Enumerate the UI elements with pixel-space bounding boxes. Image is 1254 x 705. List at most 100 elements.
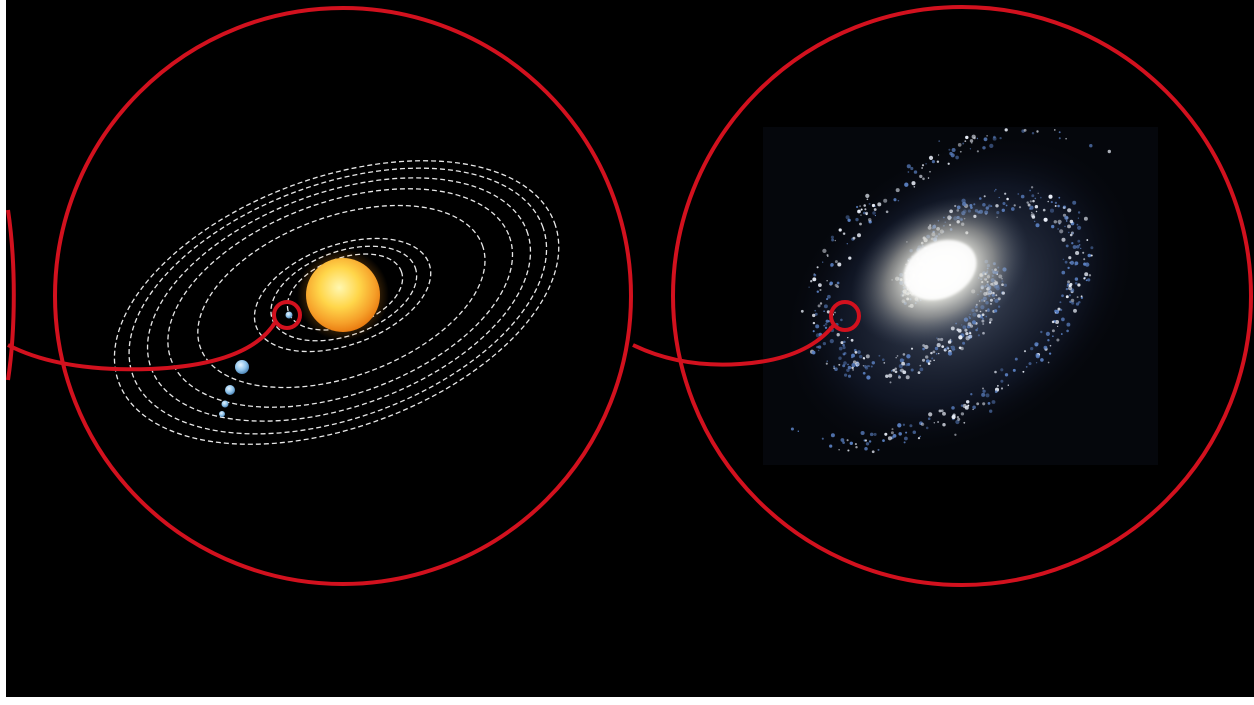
galaxy-star [983,137,988,142]
galaxy-star [982,402,986,406]
galaxy-star [851,353,855,358]
galaxy-star [913,170,918,174]
galaxy-star [962,142,965,145]
galaxy-star [843,353,846,356]
galaxy-star [947,162,950,165]
galaxy-star [1077,239,1081,243]
galaxy-star [898,364,903,369]
galaxy-star [865,442,870,446]
galaxy-star [1034,197,1037,200]
galaxy-star [843,232,845,235]
galaxy-star [850,338,854,342]
sun-position-marker-ring [829,300,861,332]
galaxy-star [868,365,870,367]
galaxy-star [948,148,951,151]
galaxy-star [826,310,831,314]
galaxy-star [852,236,856,240]
galaxy-star [963,421,966,424]
galaxy-star [819,288,822,292]
galaxy-star [834,260,838,264]
galaxy-star [1077,211,1081,214]
galaxy-star [857,233,861,238]
galaxy-star [1086,239,1089,241]
galaxy-star [910,368,914,372]
galaxy-star [970,393,973,396]
galaxy-star [1085,279,1088,282]
galaxy-star [994,370,997,374]
galaxy-star [930,351,933,355]
galaxy-star [919,174,923,179]
galaxy-star [873,208,877,211]
galaxy-star [855,205,859,209]
galaxy-star [1035,210,1038,213]
galaxy-star [1065,244,1069,248]
galaxy-star [1067,224,1071,229]
galaxy-star [884,432,888,436]
galaxy-star [885,210,889,214]
galaxy-star [932,350,936,354]
planet-smallest [219,411,225,417]
galaxy-star [957,417,961,421]
galaxy-star [1074,277,1079,281]
galaxy-star [957,143,962,147]
galaxy-star [911,181,916,186]
galaxy-star [852,369,854,371]
galaxy-star [960,404,964,407]
galaxy-star [986,135,988,137]
galaxy-star [1069,219,1074,224]
galaxy-star [862,211,866,215]
galaxy-star [925,162,927,165]
galaxy-star [826,298,829,301]
galaxy-star [1000,368,1004,372]
galaxy-star [1004,192,1007,195]
galaxy-star [969,139,974,143]
galaxy-star [883,198,888,203]
galaxy-star [1070,298,1075,303]
galaxy-star [851,366,854,370]
galaxy-star [977,334,981,337]
galaxy-star [1074,263,1077,266]
galaxy-star [1072,245,1077,249]
galaxy-star [1080,296,1084,299]
galaxy-star [997,385,999,387]
galaxy-star [989,409,993,413]
galaxy-star [833,365,836,368]
galaxy-star [955,155,959,160]
galaxy-star [1069,260,1075,265]
galaxy-star [1035,223,1040,228]
galaxy-star [903,441,906,444]
galaxy-star [1083,262,1087,266]
galaxy-star [982,389,986,393]
galaxy-star [1078,244,1081,246]
galaxy-star [962,403,967,409]
galaxy-star [1065,137,1067,140]
galaxy-star [902,353,906,356]
planet-small [221,400,229,408]
galaxy-star [867,365,869,367]
galaxy-star [987,402,991,405]
galaxy-star [1000,379,1004,383]
galaxy-star [1020,194,1025,199]
galaxy-star [938,352,940,355]
sun-icon [306,258,380,332]
galaxy-star [983,195,986,198]
galaxy-star [851,363,856,368]
galaxy-star [818,283,822,287]
galaxy-star [1012,368,1016,372]
galaxy-star [800,309,804,313]
galaxy-star [954,433,957,436]
galaxy-star [935,353,938,355]
galaxy-star [898,432,902,436]
galaxy-star [859,222,862,226]
galaxy-star [858,354,863,359]
galaxy-star [862,371,866,375]
galaxy-star [1049,344,1052,347]
galaxy-star [855,217,859,222]
galaxy-star [1068,256,1072,260]
galaxy-star [844,373,848,377]
galaxy-star [872,211,876,215]
galaxy-star [1029,200,1032,203]
galaxy-star [1061,317,1065,322]
galaxy-star [898,374,900,377]
